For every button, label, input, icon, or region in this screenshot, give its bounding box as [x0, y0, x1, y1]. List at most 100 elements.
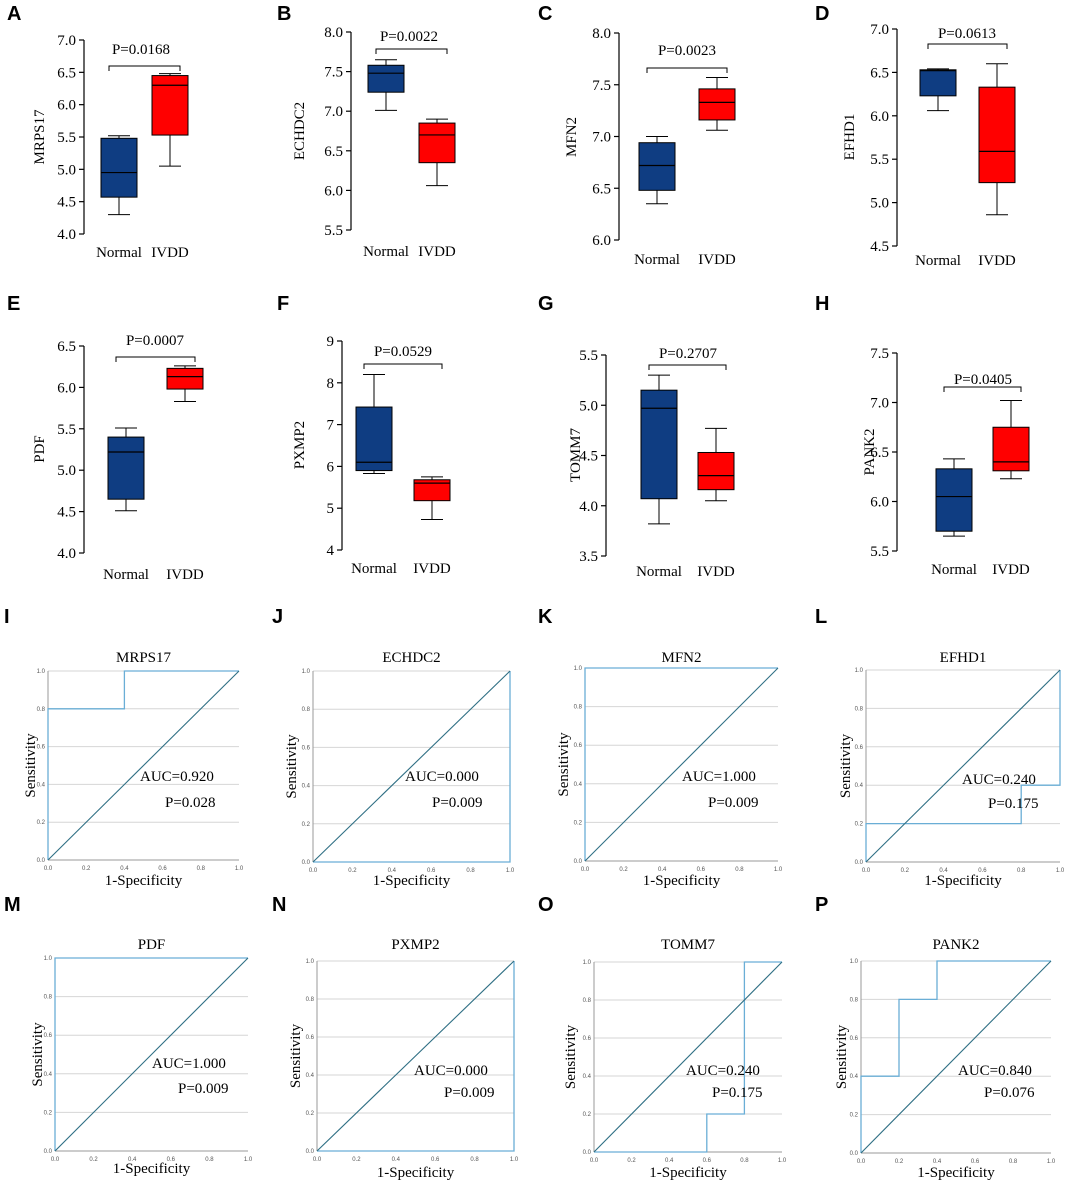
y-tick-label: 6.0: [870, 495, 889, 511]
y-tick-label: 0.4: [850, 1074, 859, 1080]
panel-letter-i: I: [4, 606, 10, 628]
panel-letter-j: J: [272, 606, 283, 628]
box-ivdd: [697, 427, 735, 502]
y-tick-label: 7.5: [870, 346, 889, 362]
x-tick-label: 0.4: [933, 1159, 942, 1165]
y-tick-label: 9: [327, 334, 335, 350]
panel-letter-n: N: [272, 894, 286, 916]
x-tick-label: 0.0: [313, 1157, 322, 1163]
y-tick-label: 4: [327, 543, 335, 559]
y-tick-label: 4.0: [579, 499, 598, 515]
x-tick-label: 0.0: [51, 1157, 60, 1163]
significance-bracket: [648, 364, 727, 370]
y-tick-label: 0.0: [583, 1150, 592, 1156]
x-axis-label: 1-Specificity: [917, 1165, 995, 1181]
x-tick-label: 0.2: [895, 1159, 904, 1165]
y-tick-label: 5: [327, 501, 335, 517]
auc-label: AUC=1.000: [152, 1056, 226, 1072]
y-axis-label: Sensitivity: [834, 1024, 850, 1089]
p-value-label: P=0.0529: [374, 344, 432, 360]
auc-label: AUC=0.000: [405, 769, 479, 785]
panel-letter-p: P: [815, 894, 828, 916]
p-value-label: P=0.0613: [938, 26, 996, 42]
box-iqr: [355, 406, 393, 472]
y-tick-label: 0.4: [44, 1072, 53, 1078]
p-value-label: P=0.175: [988, 796, 1039, 812]
x-axis-label: 1-Specificity: [373, 873, 451, 889]
box-iqr: [413, 479, 451, 502]
y-tick-label: 5.5: [57, 130, 76, 146]
x-tick-label: 0.4: [120, 866, 129, 872]
p-value-label: P=0.009: [708, 795, 759, 811]
panel-f: F 4 5 6 7 8 9 PXMP2 Normal IVDD P=0.0529: [277, 293, 451, 577]
x-axis-label: 1-Specificity: [105, 873, 183, 889]
x-tick-label: 0.8: [1017, 868, 1026, 874]
panel-letter-h: H: [815, 293, 829, 315]
y-tick-label: 0.8: [302, 707, 311, 713]
box-iqr: [640, 389, 678, 500]
box-iqr: [166, 367, 204, 390]
x-tick-label: 0.8: [466, 868, 475, 874]
category-label-normal: Normal: [96, 245, 142, 261]
y-tick-label: 8.0: [592, 26, 611, 42]
y-tick-label: 0.8: [574, 705, 583, 711]
reference-diagonal: [584, 667, 779, 862]
x-tick-label: 0.6: [158, 866, 167, 872]
x-tick-label: 0.6: [971, 1159, 980, 1165]
panel-letter-f: F: [277, 293, 289, 315]
x-tick-label: 0.6: [703, 1158, 712, 1164]
x-tick-label: 0.0: [309, 868, 318, 874]
y-tick-label: 0.8: [850, 997, 859, 1003]
y-tick-label: 0.6: [583, 1036, 592, 1042]
x-axis-label: 1-Specificity: [113, 1161, 191, 1177]
y-tick-label: 0.8: [306, 997, 315, 1003]
reference-diagonal: [312, 670, 511, 863]
y-tick-label: 1.0: [37, 669, 46, 675]
x-tick-label: 0.8: [197, 866, 206, 872]
x-tick-label: 0.2: [348, 868, 357, 874]
p-value-label: P=0.076: [984, 1085, 1035, 1101]
p-value-label: P=0.0022: [380, 29, 438, 45]
y-tick-label: 0.6: [850, 1036, 859, 1042]
auc-label: AUC=0.240: [962, 772, 1036, 788]
panel-letter-l: L: [815, 606, 827, 628]
category-label-ivdd: IVDD: [413, 561, 451, 577]
x-tick-label: 1.0: [774, 867, 783, 873]
y-tick-label: 4.0: [57, 227, 76, 243]
roc-title: MFN2: [661, 650, 701, 666]
y-tick-label: 0.4: [855, 783, 864, 789]
p-value-label: P=0.0405: [954, 372, 1012, 388]
y-tick-label: 0.2: [855, 822, 864, 828]
category-label-normal: Normal: [363, 244, 409, 260]
y-tick-label: 7.0: [324, 104, 343, 120]
roc-curve: [594, 961, 782, 1153]
p-value-label: P=0.0168: [112, 42, 170, 58]
panel-l: L 0.0 0.0 0.2 0.2 0.4 0.4 0.6 0.6 0.8 0.8 1.0 1.0 EFH…: [815, 606, 1065, 889]
y-tick-label: 0.4: [306, 1073, 315, 1079]
y-tick-label: 7.0: [870, 396, 889, 412]
y-tick-label: 6.0: [592, 233, 611, 249]
x-tick-label: 0.6: [167, 1157, 176, 1163]
x-tick-label: 1.0: [778, 1158, 787, 1164]
y-tick-label: 4.5: [57, 505, 76, 521]
y-tick-label: 5.0: [870, 196, 889, 212]
roc-title: PXMP2: [391, 937, 439, 953]
y-tick-label: 0.6: [306, 1035, 315, 1041]
y-axis-label: Sensitivity: [23, 733, 39, 798]
roc-title: MRPS17: [116, 650, 172, 666]
reference-diagonal: [593, 961, 783, 1153]
x-tick-label: 0.6: [427, 868, 436, 874]
x-tick-label: 0.2: [82, 866, 91, 872]
y-tick-label: 6.5: [57, 339, 76, 355]
p-value-label: P=0.028: [165, 795, 216, 811]
y-axis-label: MRPS17: [32, 109, 48, 165]
y-tick-label: 0.0: [855, 860, 864, 866]
y-tick-label: 0.8: [37, 707, 46, 713]
y-tick-label: 7.0: [870, 22, 889, 38]
roc-curve: [47, 670, 239, 860]
y-tick-label: 4.5: [57, 195, 76, 211]
category-label-normal: Normal: [103, 567, 149, 583]
y-tick-label: 0.2: [583, 1112, 592, 1118]
y-tick-label: 5.5: [57, 422, 76, 438]
